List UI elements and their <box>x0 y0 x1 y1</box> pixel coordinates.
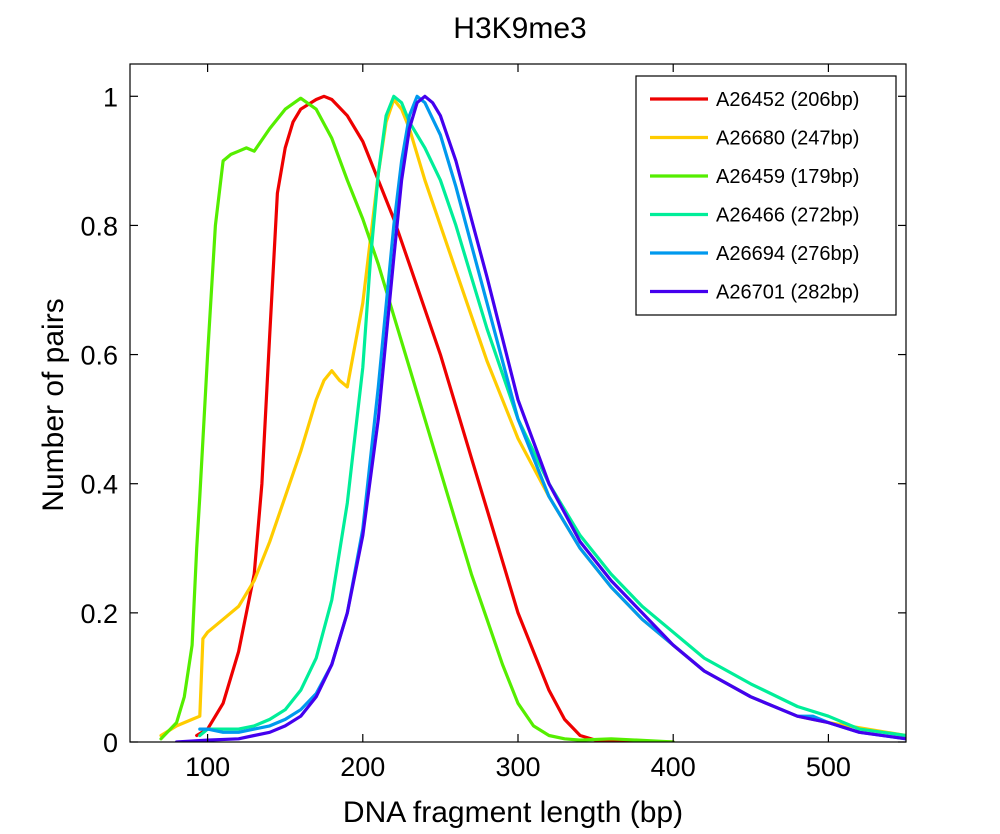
legend-label: A26701 (282bp) <box>716 282 859 304</box>
chart-title: H3K9me3 <box>453 12 586 45</box>
x-tick-label: 100 <box>185 752 230 782</box>
y-tick-label: 0.2 <box>80 599 118 629</box>
series-lines <box>159 94 906 742</box>
x-tick-label: 400 <box>651 752 696 782</box>
legend-label: A26680 (247bp) <box>716 128 859 150</box>
legend-box <box>635 75 897 316</box>
x-axis-title: DNA fragment length (bp) <box>343 796 683 829</box>
y-axis-title: Number of pairs <box>37 298 70 511</box>
y-tick-label: 1 <box>103 82 118 112</box>
series-line-3 <box>159 96 675 742</box>
y-tick-label: 0 <box>103 728 118 758</box>
legend: A26452 (206bp) A26680 (247bp) A26459 (179b… <box>635 75 897 316</box>
legend-label: A26694 (276bp) <box>716 243 859 265</box>
x-tick-label: 500 <box>806 752 851 782</box>
legend-label: A26452 (206bp) <box>716 89 859 111</box>
legend-label: A26466 (272bp) <box>716 205 859 227</box>
y-tick-label: 0.4 <box>80 470 118 500</box>
y-tick-label: 0.8 <box>80 211 118 241</box>
x-tick-label: 300 <box>495 752 540 782</box>
y-tick-label: 0.6 <box>80 341 118 371</box>
axis-ticks: 100 200 300 400 500 0 0.2 0.4 0.6 0.8 1 <box>80 64 906 782</box>
x-tick-label: 200 <box>340 752 385 782</box>
legend-label: A26459 (179bp) <box>716 166 859 188</box>
series-line-6 <box>175 94 906 742</box>
